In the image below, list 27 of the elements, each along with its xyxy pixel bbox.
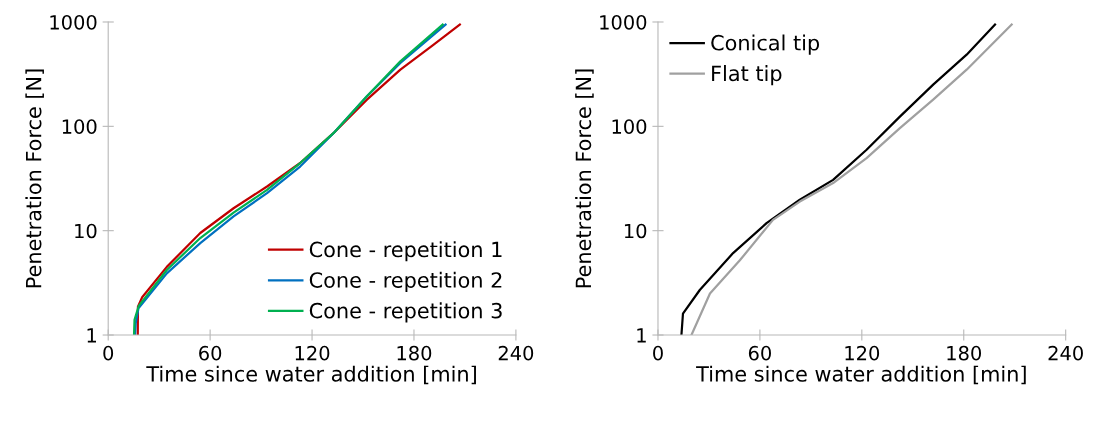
legend-label: Cone - repetition 3 — [309, 302, 502, 323]
x-tick-label: 120 — [295, 345, 330, 361]
legend-label: Cone - repetition 1 — [309, 241, 502, 262]
x-tick-label: 60 — [199, 345, 222, 361]
legend-label: Cone - repetition 2 — [309, 271, 502, 292]
x-tick-label: 0 — [653, 345, 663, 361]
y-tick-label: 1000 — [50, 14, 97, 30]
y-tick-label: 10 — [624, 223, 647, 239]
y-axis-title: Penetration Force [N] — [25, 69, 44, 288]
legend-label: Flat tip — [712, 65, 782, 86]
x-tick-label: 180 — [947, 345, 982, 361]
x-tick-label: 240 — [1048, 345, 1083, 361]
y-tick-label: 100 — [62, 119, 97, 134]
x-axis-title: Time since water addition [min] — [696, 365, 1026, 385]
y-tick-label: 1 — [637, 328, 646, 343]
x-tick-label: 180 — [397, 345, 432, 361]
y-tick-label: 100 — [612, 119, 647, 134]
x-tick-label: 60 — [748, 345, 771, 361]
x-tick-label: 240 — [498, 345, 534, 361]
y-tick-label: 1000 — [600, 14, 647, 30]
x-tick-label: 120 — [845, 345, 880, 361]
y-axis-title: Penetration Force [N] — [575, 69, 594, 288]
y-tick-label: 1 — [87, 328, 96, 343]
legend-label: Conical tip — [711, 34, 820, 55]
x-axis-title: Time since water addition [min] — [146, 365, 476, 385]
y-tick-label: 10 — [75, 223, 97, 239]
x-tick-label: 0 — [103, 345, 114, 361]
